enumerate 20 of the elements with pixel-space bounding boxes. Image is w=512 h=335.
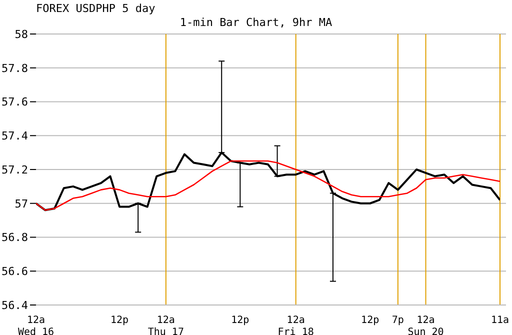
x-tick-label: 12p [361, 315, 380, 326]
x-tick-label: 12p [110, 315, 129, 326]
y-tick-label: 56.6 [2, 265, 28, 278]
x-tick-label: 12a Fri 18 [278, 315, 314, 335]
y-tick-label: 57 [14, 197, 28, 210]
y-tick-label: 57.8 [2, 62, 28, 75]
y-tick-label: 56.8 [2, 231, 28, 244]
x-tick-label: 11a [490, 315, 510, 326]
y-tick-label: 57.6 [2, 96, 28, 109]
y-tick-label: 57.4 [2, 130, 28, 143]
chart-subtitle: 1-min Bar Chart, 9hr MA [178, 16, 334, 29]
chart-title: FOREX USDPHP 5 day [36, 2, 156, 15]
x-tick-label: 12a Thu 17 [148, 315, 184, 335]
y-tick-label: 58 [14, 28, 28, 41]
y-tick-label: 56.4 [2, 298, 28, 312]
x-tick-label: 12p [231, 315, 250, 326]
x-tick-label: 12a Wed 16 [18, 315, 54, 335]
x-tick-label: 7p [392, 315, 404, 326]
y-tick-label: 57.2 [2, 163, 28, 176]
x-tick-label: 12a Sun 20 [408, 315, 444, 335]
